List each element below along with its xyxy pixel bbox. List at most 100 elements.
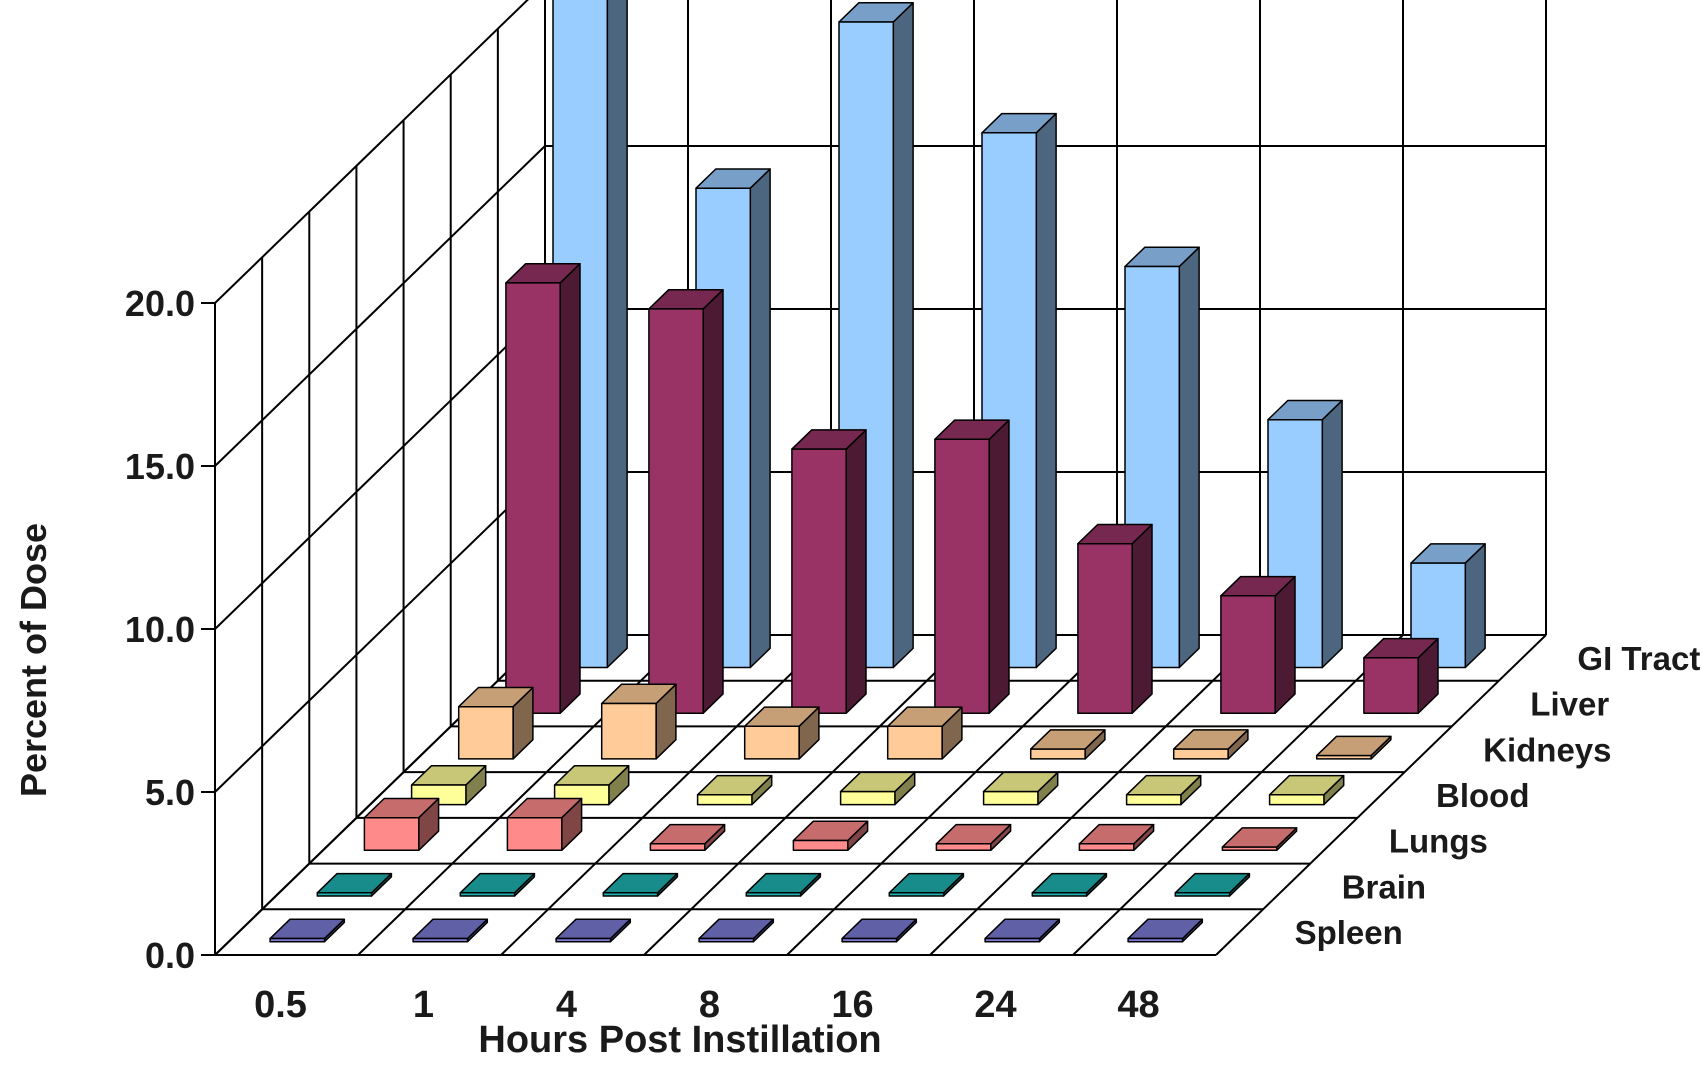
y-tick-label: 0.0 bbox=[145, 935, 195, 976]
bar-spleen-16 bbox=[841, 918, 918, 943]
bar-front-face bbox=[1221, 846, 1278, 852]
bar-front-face bbox=[1220, 595, 1276, 714]
bar-front-face bbox=[1268, 794, 1325, 806]
bar-kidneys-0.5 bbox=[457, 686, 534, 760]
bar-top-face bbox=[602, 872, 679, 894]
bar-side-face bbox=[1035, 112, 1057, 669]
bar-top-face bbox=[459, 872, 536, 894]
bar-gi-tract-8 bbox=[981, 112, 1057, 669]
floor-depth-line bbox=[500, 634, 832, 956]
bar-spleen-0.5 bbox=[269, 918, 346, 943]
bar-side-face bbox=[749, 168, 771, 669]
bar-front-face bbox=[363, 816, 420, 852]
bar-spleen-1 bbox=[412, 918, 489, 943]
bar-top-face bbox=[1174, 872, 1251, 894]
bar-front-face bbox=[743, 725, 800, 760]
bar-lungs-24 bbox=[1078, 823, 1155, 852]
x-tick-label: 48 bbox=[1117, 984, 1159, 1026]
x-tick-label: 16 bbox=[831, 984, 873, 1026]
bar-brain-16 bbox=[888, 872, 965, 897]
x-tick-label: 4 bbox=[556, 984, 577, 1026]
series-label: Spleen bbox=[1295, 914, 1403, 951]
bar-liver-48 bbox=[1363, 637, 1439, 714]
bar-side-face bbox=[892, 2, 914, 669]
bar-top-face bbox=[841, 918, 918, 940]
series-label: GI Tract bbox=[1577, 640, 1700, 677]
bar-front-face bbox=[1174, 892, 1231, 897]
bar-lungs-4 bbox=[649, 823, 726, 852]
series-label: Kidneys bbox=[1483, 731, 1611, 768]
bar-brain-4 bbox=[602, 872, 679, 897]
bar-top-face bbox=[1127, 918, 1204, 940]
bar-side-face bbox=[845, 429, 867, 714]
bar-side-face bbox=[702, 288, 724, 714]
bar-front-face bbox=[649, 843, 706, 852]
bar-side-face bbox=[988, 419, 1010, 714]
bar-top-face bbox=[555, 918, 632, 940]
y-tick-label: 5.0 bbox=[145, 772, 195, 813]
bar-gi-tract-4 bbox=[838, 2, 914, 669]
series-label: Liver bbox=[1530, 686, 1609, 723]
floor-depth-line bbox=[1215, 634, 1547, 956]
left-wall-hline bbox=[214, 308, 546, 630]
floor-depth-line bbox=[1072, 634, 1404, 956]
bar-liver-0.5 bbox=[505, 262, 581, 714]
bar-brain-8 bbox=[745, 872, 822, 897]
bar-front-face bbox=[886, 725, 943, 760]
bar-front-face bbox=[412, 937, 469, 943]
bar-liver-8 bbox=[934, 419, 1010, 714]
floor-depth-line bbox=[786, 634, 1118, 956]
bar-side-face bbox=[1178, 246, 1200, 669]
bar-layer bbox=[269, 0, 1486, 943]
bar-side-face bbox=[606, 0, 628, 669]
floor-depth-line bbox=[214, 634, 546, 956]
floor-depth-line bbox=[929, 634, 1261, 956]
bar-lungs-1 bbox=[506, 797, 583, 852]
bar-liver-16 bbox=[1077, 523, 1153, 714]
floor-depth-line bbox=[643, 634, 975, 956]
bar-lungs-16 bbox=[935, 823, 1012, 852]
bar-front-face bbox=[792, 839, 849, 852]
bar-front-face bbox=[745, 892, 802, 897]
y-axis-label: Percent of Dose bbox=[13, 523, 54, 797]
bar-top-face bbox=[1031, 872, 1108, 894]
bar-blood-16 bbox=[982, 771, 1059, 806]
bar-front-face bbox=[935, 843, 992, 852]
bar-spleen-48 bbox=[1127, 918, 1204, 943]
bar-side-face bbox=[1464, 543, 1486, 669]
bar-top-face bbox=[698, 918, 775, 940]
series-label: Brain bbox=[1342, 868, 1426, 905]
bar-front-face bbox=[457, 705, 514, 760]
x-tick-label: 8 bbox=[699, 984, 720, 1026]
series-label: Blood bbox=[1436, 777, 1529, 814]
bar-front-face bbox=[698, 937, 755, 943]
bar-liver-4 bbox=[791, 429, 867, 714]
x-tick-label: 1 bbox=[413, 984, 434, 1026]
bar-front-face bbox=[1031, 892, 1088, 897]
bar-front-face bbox=[982, 790, 1039, 806]
bar-top-face bbox=[1315, 735, 1392, 757]
bar-kidneys-1 bbox=[600, 683, 677, 760]
bar-lungs-8 bbox=[792, 820, 869, 852]
left-wall-hline bbox=[214, 145, 546, 467]
bar-brain-48 bbox=[1174, 872, 1251, 897]
bar-front-face bbox=[791, 448, 847, 714]
bar-front-face bbox=[1127, 937, 1184, 943]
y-tick-label: 10.0 bbox=[125, 609, 195, 650]
bar-kidneys-16 bbox=[1029, 729, 1106, 760]
bar-front-face bbox=[934, 438, 990, 714]
left-wall-hline bbox=[214, 0, 529, 304]
bar-top-face bbox=[888, 872, 965, 894]
bar-front-face bbox=[316, 892, 373, 897]
bar-front-face bbox=[1125, 794, 1182, 806]
bar-brain-24 bbox=[1031, 872, 1108, 897]
bar-front-face bbox=[1078, 843, 1135, 852]
bar-front-face bbox=[1029, 748, 1086, 760]
bar-front-face bbox=[600, 702, 657, 760]
label-layer: Percent of Dose Hours Post Instillation … bbox=[13, 283, 1700, 1061]
bar-blood-24 bbox=[1125, 774, 1202, 806]
bar-front-face bbox=[841, 937, 898, 943]
bar-kidneys-8 bbox=[886, 706, 963, 760]
